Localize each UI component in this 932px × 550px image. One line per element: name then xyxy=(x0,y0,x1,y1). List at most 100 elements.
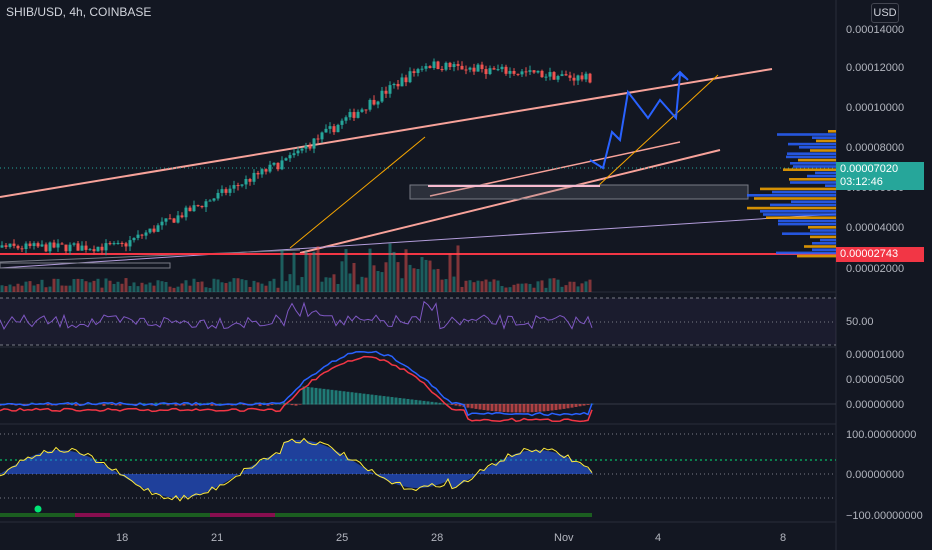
volume-bar xyxy=(576,286,580,292)
volume-bar xyxy=(48,286,52,292)
candle-body xyxy=(368,99,372,110)
osc-status-bar xyxy=(210,513,275,517)
macd-histogram-bar xyxy=(182,404,186,406)
osc-tick: 100.00000000 xyxy=(846,429,917,441)
volume-profile-bar xyxy=(760,210,836,213)
volume-profile-bar xyxy=(825,184,836,187)
volume-bar xyxy=(156,280,160,292)
macd-histogram-bar xyxy=(242,404,246,406)
price-tick: 0.00012000 xyxy=(846,62,905,74)
macd-histogram-bar xyxy=(390,397,394,405)
volume-profile-bar xyxy=(793,165,836,168)
volume-bar xyxy=(196,281,200,292)
volume-profile-bar xyxy=(791,200,836,203)
macd-histogram-bar xyxy=(194,404,198,406)
osc-tick: 0.00000000 xyxy=(846,469,905,481)
candle-body xyxy=(396,83,400,87)
volume-bar xyxy=(340,261,344,292)
volume-profile-bar xyxy=(778,219,836,223)
candle-body xyxy=(48,242,52,252)
volume-bar xyxy=(424,259,428,292)
projection-arrow xyxy=(671,70,689,81)
macd-histogram-bar xyxy=(454,404,458,406)
macd-histogram-bar xyxy=(506,404,510,413)
macd-histogram-bar xyxy=(306,386,310,405)
volume-profile-bar xyxy=(763,213,836,216)
candle-body xyxy=(420,68,424,70)
candle-body xyxy=(152,228,156,232)
candle-body xyxy=(360,109,364,112)
candle-body xyxy=(332,126,336,133)
candle-body xyxy=(476,64,480,72)
candle-body xyxy=(256,172,260,175)
candle-body xyxy=(224,189,228,193)
volume-bar xyxy=(280,249,284,292)
macd-histogram-bar xyxy=(542,404,546,412)
volume-profile-bar xyxy=(760,187,836,191)
volume-bar xyxy=(68,285,72,292)
volume-profile-bar xyxy=(776,251,836,255)
macd-histogram-bar xyxy=(210,404,214,406)
macd-histogram-bar xyxy=(290,404,294,406)
osc-status-bar xyxy=(0,513,592,517)
macd-histogram-bar xyxy=(466,404,470,408)
macd-histogram-bar xyxy=(142,403,146,405)
volume-bar xyxy=(188,285,192,292)
volume-bar xyxy=(296,285,300,292)
volume-bar xyxy=(508,287,512,292)
candle-body xyxy=(136,234,140,238)
trend-line xyxy=(0,249,301,263)
candle-body xyxy=(484,69,488,75)
candle-body xyxy=(148,228,152,233)
macd-histogram-bar xyxy=(314,387,318,405)
macd-histogram-bar xyxy=(426,401,430,405)
projection-path xyxy=(589,72,687,170)
candle-body xyxy=(488,68,492,75)
macd-histogram-bar xyxy=(74,404,78,406)
macd-histogram-bar xyxy=(410,399,414,405)
macd-histogram-bar xyxy=(346,391,350,405)
volume-bar xyxy=(52,278,56,292)
macd-histogram-bar xyxy=(366,394,370,405)
candle-body xyxy=(316,138,320,140)
volume-bar xyxy=(292,252,296,292)
volume-profile-bar xyxy=(782,232,836,235)
candle-body xyxy=(68,244,72,252)
macd-histogram-bar xyxy=(238,403,242,405)
macd-histogram-bar xyxy=(174,404,178,406)
macd-histogram-bar xyxy=(534,404,538,412)
macd-histogram-bar xyxy=(530,404,534,413)
volume-bar xyxy=(120,283,124,292)
macd-histogram-bar xyxy=(378,395,382,405)
trend-line xyxy=(0,213,837,269)
candle-body xyxy=(72,243,76,245)
volume-bar xyxy=(232,278,236,292)
price-tick: 0.00002000 xyxy=(846,263,905,275)
volume-bar xyxy=(540,280,544,292)
macd-histogram-bar xyxy=(330,389,334,405)
volume-bar xyxy=(476,280,480,292)
candle-body xyxy=(264,169,268,172)
volume-bar xyxy=(4,286,8,292)
volume-bar xyxy=(236,278,240,292)
candle-body xyxy=(60,243,64,245)
candle-body xyxy=(24,243,28,249)
volume-bar xyxy=(88,282,92,292)
currency-button[interactable]: USD xyxy=(871,3,899,23)
volume-profile-bar xyxy=(790,162,836,165)
macd-tick: 0.00000000 xyxy=(846,399,905,411)
volume-profile-bar xyxy=(812,242,836,245)
volume-profile-bar xyxy=(788,142,836,146)
candle-body xyxy=(520,71,524,75)
volume-bar xyxy=(192,278,196,292)
volume-bar xyxy=(480,281,484,292)
candle-body xyxy=(240,184,244,186)
candle-body xyxy=(548,72,552,77)
volume-bar xyxy=(92,280,96,292)
candle-body xyxy=(448,62,452,68)
volume-bar xyxy=(256,282,260,292)
macd-histogram-bar xyxy=(430,401,434,405)
volume-bar xyxy=(520,283,524,292)
support-zone xyxy=(409,184,749,200)
